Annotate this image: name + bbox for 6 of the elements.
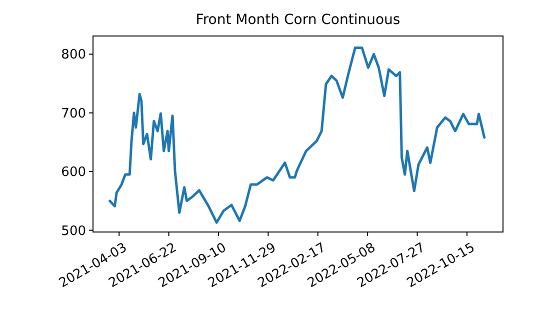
y-tick-label: 500 — [61, 224, 86, 239]
y-tick-label: 600 — [61, 165, 86, 180]
line-series — [108, 46, 486, 224]
chart-title: Front Month Corn Continuous — [196, 12, 400, 28]
y-tick-label: 800 — [61, 48, 86, 63]
y-tick-label: 700 — [61, 106, 86, 122]
